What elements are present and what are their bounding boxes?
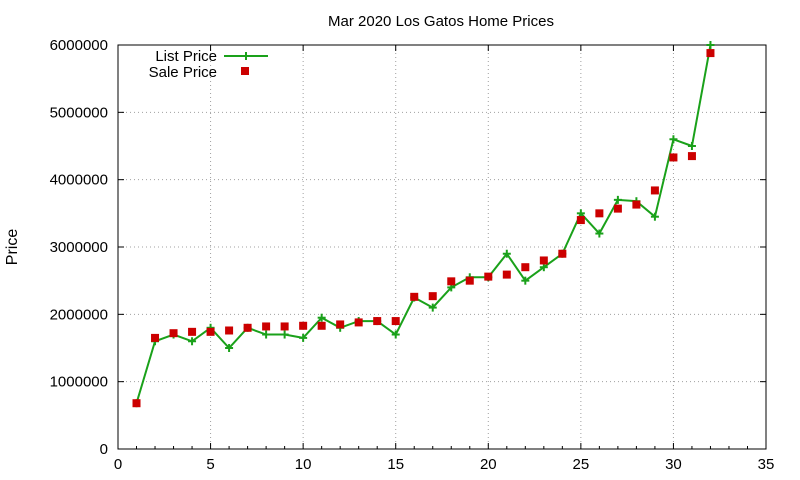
sale-price-point (669, 153, 678, 162)
sale-price-point (521, 263, 530, 272)
list-price-point (521, 276, 530, 285)
x-tick-label: 10 (295, 456, 312, 473)
list-price-point (706, 41, 715, 49)
list-price-point (317, 313, 326, 322)
axes (117, 44, 767, 450)
sale-price-point (447, 277, 456, 286)
sale-price-point (354, 318, 363, 327)
sale-price-point (317, 321, 326, 330)
legend-marker-list-price (242, 52, 250, 60)
list-price-point (188, 337, 197, 346)
y-tick-label: 2000000 (50, 306, 108, 323)
list-price-point (539, 263, 548, 272)
y-tick-label: 6000000 (50, 37, 108, 54)
sale-price-point (410, 292, 419, 301)
sale-price-point (465, 276, 474, 285)
x-tick-label: 35 (758, 456, 775, 473)
sale-price-point (336, 320, 345, 329)
list-price-point (595, 229, 604, 238)
tick-labels: 0 5 10 15 20 25 30 35 0 1000000 2000000 3000000 4000… (50, 37, 775, 473)
chart-title: Mar 2020 Los Gatos Home Prices (328, 13, 554, 30)
sale-price-point (687, 152, 696, 161)
x-tick-label: 25 (573, 456, 590, 473)
sale-price-point (262, 322, 271, 331)
sale-price-point (595, 209, 604, 218)
sale-price-point (391, 317, 400, 326)
sale-price-point (539, 256, 548, 265)
x-tick-label: 30 (665, 456, 682, 473)
list-price-point (391, 330, 400, 339)
list-price-point (650, 212, 659, 221)
list-price-point (576, 209, 585, 218)
sale-price-point (558, 249, 567, 258)
sale-price-point (428, 292, 437, 301)
legend: List Price Sale Price (149, 48, 268, 81)
y-tick-label: 1000000 (50, 374, 108, 391)
list-price-point (299, 333, 308, 342)
sale-price-point (243, 323, 252, 332)
y-tick-label: 3000000 (50, 239, 108, 256)
legend-label-list-price: List Price (155, 48, 217, 65)
sale-price-point (188, 327, 197, 336)
list-price-point (262, 330, 271, 339)
y-axis-title: Price (4, 229, 21, 266)
legend-marker-sale-price (241, 67, 249, 75)
x-tick-label: 0 (114, 456, 122, 473)
list-price-point (687, 142, 696, 150)
sale-price-point (632, 200, 641, 209)
sale-price-point (225, 326, 234, 335)
x-tick-label: 5 (206, 456, 214, 473)
list-price-point (225, 344, 234, 352)
legend-marks (224, 52, 268, 75)
list-price-point (669, 135, 678, 144)
sale-price-point (206, 327, 215, 336)
sale-price-point (373, 317, 382, 326)
list-price-point (280, 330, 289, 339)
list-price-point (502, 249, 511, 258)
sale-price-point (613, 204, 622, 213)
y-tick-label: 5000000 (50, 104, 108, 121)
sale-price-point (169, 329, 178, 338)
x-tick-label: 15 (387, 456, 404, 473)
sale-price-point (650, 186, 659, 195)
sale-price-point (280, 322, 289, 331)
grid (118, 45, 766, 449)
sale-price-point (706, 49, 715, 58)
series (132, 41, 715, 408)
sale-price-point (576, 216, 585, 225)
sale-price-point (299, 321, 308, 330)
sale-price-point (502, 270, 511, 279)
x-tick-label: 20 (480, 456, 497, 473)
list-price-point (428, 303, 437, 312)
sale-price-point (132, 399, 141, 408)
y-tick-label: 4000000 (50, 172, 108, 189)
legend-label-sale-price: Sale Price (149, 64, 217, 81)
sale-price-point (151, 333, 160, 342)
sale-price-point (484, 272, 493, 281)
y-tick-label: 0 (100, 441, 108, 458)
list-price-point (613, 195, 622, 204)
